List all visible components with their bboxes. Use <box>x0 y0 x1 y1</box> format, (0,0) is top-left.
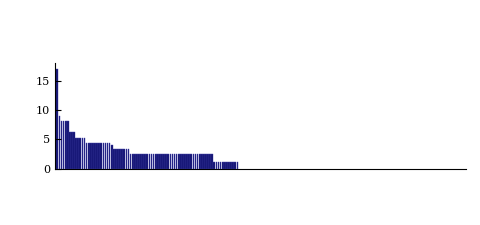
Bar <box>205 154 207 169</box>
Bar <box>155 154 156 169</box>
Bar <box>65 121 67 169</box>
Bar <box>138 154 140 169</box>
Bar <box>224 162 226 169</box>
Bar <box>157 154 158 169</box>
Bar <box>220 162 221 169</box>
Bar <box>107 143 108 169</box>
Bar <box>180 154 181 169</box>
Bar <box>226 162 228 169</box>
Bar <box>109 143 110 169</box>
Bar <box>169 154 171 169</box>
Bar <box>121 149 123 169</box>
Bar <box>191 154 192 169</box>
Bar <box>113 149 115 169</box>
Bar <box>67 121 69 169</box>
Bar <box>126 149 127 169</box>
Bar <box>119 149 121 169</box>
Bar <box>128 149 129 169</box>
Bar <box>218 162 219 169</box>
Bar <box>159 154 161 169</box>
Bar <box>161 154 163 169</box>
Bar <box>165 154 167 169</box>
Bar <box>92 143 94 169</box>
Bar <box>195 154 196 169</box>
Bar <box>199 154 201 169</box>
Bar <box>88 143 90 169</box>
Bar <box>209 154 211 169</box>
Bar <box>136 154 138 169</box>
Bar <box>149 154 150 169</box>
Bar <box>151 154 152 169</box>
Bar <box>80 138 81 169</box>
Bar <box>63 121 64 169</box>
Bar <box>59 116 60 169</box>
Bar <box>96 143 98 169</box>
Bar <box>232 162 234 169</box>
Bar <box>140 154 142 169</box>
Bar <box>71 132 73 169</box>
Bar <box>207 154 209 169</box>
Bar <box>123 149 125 169</box>
Bar <box>86 143 87 169</box>
Bar <box>134 154 136 169</box>
Bar <box>182 154 184 169</box>
Bar <box>75 138 77 169</box>
Bar <box>98 143 100 169</box>
Bar <box>168 154 169 169</box>
Bar <box>153 154 155 169</box>
Bar <box>77 138 79 169</box>
Bar <box>103 143 104 169</box>
Bar <box>228 162 230 169</box>
Bar <box>84 138 85 169</box>
Bar <box>57 69 58 169</box>
Bar <box>201 154 203 169</box>
Bar <box>203 154 204 169</box>
Bar <box>216 162 217 169</box>
Bar <box>94 143 96 169</box>
Bar <box>132 154 133 169</box>
Bar <box>142 154 144 169</box>
Bar <box>211 154 213 169</box>
Bar <box>178 154 180 169</box>
Bar <box>117 149 119 169</box>
Bar <box>111 145 113 169</box>
Bar <box>144 154 146 169</box>
Bar <box>82 138 83 169</box>
Bar <box>237 162 238 169</box>
Bar <box>163 154 165 169</box>
Bar <box>186 154 188 169</box>
Bar <box>176 154 178 169</box>
Bar <box>60 121 62 169</box>
Bar <box>115 149 117 169</box>
Bar <box>69 132 71 169</box>
Bar <box>73 132 75 169</box>
Bar <box>222 162 224 169</box>
Bar <box>214 162 215 169</box>
Bar <box>146 154 148 169</box>
Bar <box>192 154 194 169</box>
Bar <box>105 143 106 169</box>
Bar <box>90 143 92 169</box>
Bar <box>230 162 232 169</box>
Bar <box>234 162 236 169</box>
Bar <box>197 154 198 169</box>
Bar <box>172 154 173 169</box>
Bar <box>184 154 186 169</box>
Bar <box>130 154 132 169</box>
Bar <box>174 154 175 169</box>
Bar <box>100 143 102 169</box>
Bar <box>188 154 190 169</box>
